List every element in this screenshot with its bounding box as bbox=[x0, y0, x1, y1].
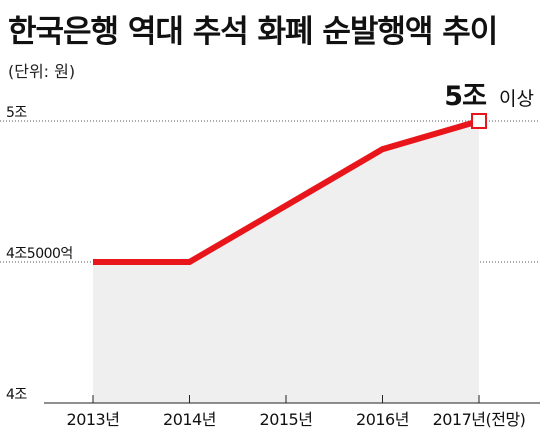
x-tick-label: 2015년 bbox=[260, 410, 313, 429]
x-tick-label: 2014년 bbox=[163, 410, 216, 429]
area-fill bbox=[93, 121, 479, 403]
annotation-suffix: 이상 bbox=[499, 88, 534, 110]
y-tick-label: 4조5000억 bbox=[6, 246, 73, 262]
x-tick-label: 2017년(전망) bbox=[433, 410, 526, 429]
marks-layer bbox=[471, 113, 487, 129]
x-tick-label: 2013년 bbox=[67, 410, 120, 429]
y-tick-label: 4조 bbox=[6, 387, 27, 403]
y-tick-label: 5조 bbox=[6, 105, 27, 121]
labels-layer: 5조 4조5000억 4조 2013년 2014년 2015년 2016년 2017년(전망) bbox=[6, 105, 526, 429]
axis-layer bbox=[44, 395, 540, 404]
data-point-marker bbox=[471, 113, 487, 129]
series-line bbox=[93, 118, 480, 265]
unit-label: (단위: 원) bbox=[8, 62, 76, 81]
annotation-value: 5조 bbox=[444, 81, 486, 112]
data-annotation: 5조 이상 bbox=[444, 81, 534, 112]
chart-title: 한국은행 역대 추석 화폐 순발행액 추이 bbox=[8, 14, 498, 50]
x-tick-label: 2016년 bbox=[356, 410, 409, 429]
